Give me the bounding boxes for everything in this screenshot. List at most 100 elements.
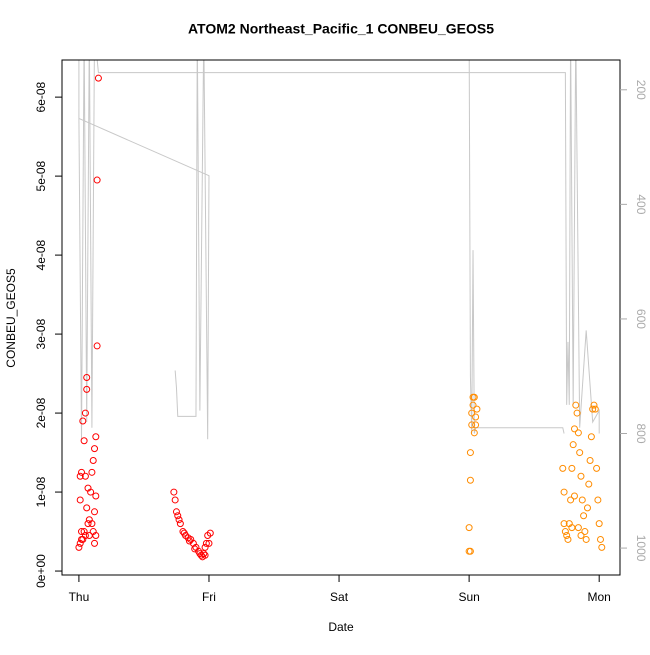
point [561,528,569,536]
point [93,342,101,350]
point [578,496,586,504]
point [172,508,180,516]
point [81,409,89,417]
point [76,496,84,504]
point [593,464,601,472]
point [568,464,576,472]
point [79,535,87,543]
point [574,429,582,437]
point [176,520,184,528]
point [91,508,99,516]
y-tick-label: 0e+00 [34,554,48,588]
point [574,524,582,532]
point [589,405,597,413]
point [573,409,581,417]
y-tick-label: 3e-08 [34,318,48,349]
point [92,492,100,500]
point [466,547,474,555]
point [78,468,86,476]
point [92,433,100,441]
point [76,472,84,480]
point [468,421,476,429]
point [201,543,209,551]
point [577,532,585,540]
point [559,464,567,472]
point [466,449,474,457]
point [594,496,602,504]
point [577,472,585,480]
x-tick-label: Fri [202,590,216,604]
point [563,532,571,540]
point [88,520,96,528]
y-tick-label: 4e-08 [34,239,48,270]
point [80,528,88,536]
point [470,429,478,437]
point [585,480,593,488]
point [466,476,474,484]
point [465,524,473,532]
point [191,545,199,553]
point [580,512,588,520]
point [567,496,575,504]
point [590,401,598,409]
point [93,176,101,184]
point [473,405,481,413]
point [560,520,568,528]
pressure-line [78,60,600,440]
y2-tick-label: 200 [634,80,648,100]
point [79,417,87,425]
point [91,539,99,547]
y2-tick-label: 600 [634,309,648,329]
plot-frame [61,59,621,576]
point [468,409,476,417]
point [587,433,595,441]
point [92,532,100,540]
point [85,532,93,540]
y-tick-label: 6e-08 [34,81,48,112]
chart-title: ATOM2 Northeast_Pacific_1 CONBEU_GEOS5 [188,21,494,37]
point [469,401,477,409]
point [89,456,97,464]
point [81,472,89,480]
point [560,488,568,496]
point [205,539,213,547]
point [576,449,584,457]
point [206,529,214,537]
point [586,456,594,464]
point [175,516,183,524]
y-axis-title: CONBEU_GEOS5 [4,268,18,368]
x-axis-title: Date [328,620,354,634]
point [84,484,92,492]
point [598,543,606,551]
x-tick-label: Sat [330,590,349,604]
point [572,401,580,409]
point [80,437,88,445]
point [83,374,91,382]
point [591,405,599,413]
plot-area [75,60,606,561]
x-tick-label: Mon [588,590,611,604]
point [84,520,92,528]
y-tick-label: 2e-08 [34,397,48,428]
point [472,413,480,421]
point [88,468,96,476]
point [472,421,480,429]
point [171,496,179,504]
point [83,385,91,393]
point [83,504,91,512]
point [78,528,86,536]
point [170,488,178,496]
point [570,425,578,433]
x-tick-label: Thu [69,590,90,604]
y2-tick-label: 800 [634,423,648,443]
point [200,550,208,558]
point [75,543,83,551]
point [91,445,99,453]
point [180,529,188,537]
y-tick-label: 5e-08 [34,160,48,191]
point [570,492,578,500]
point [202,539,210,547]
